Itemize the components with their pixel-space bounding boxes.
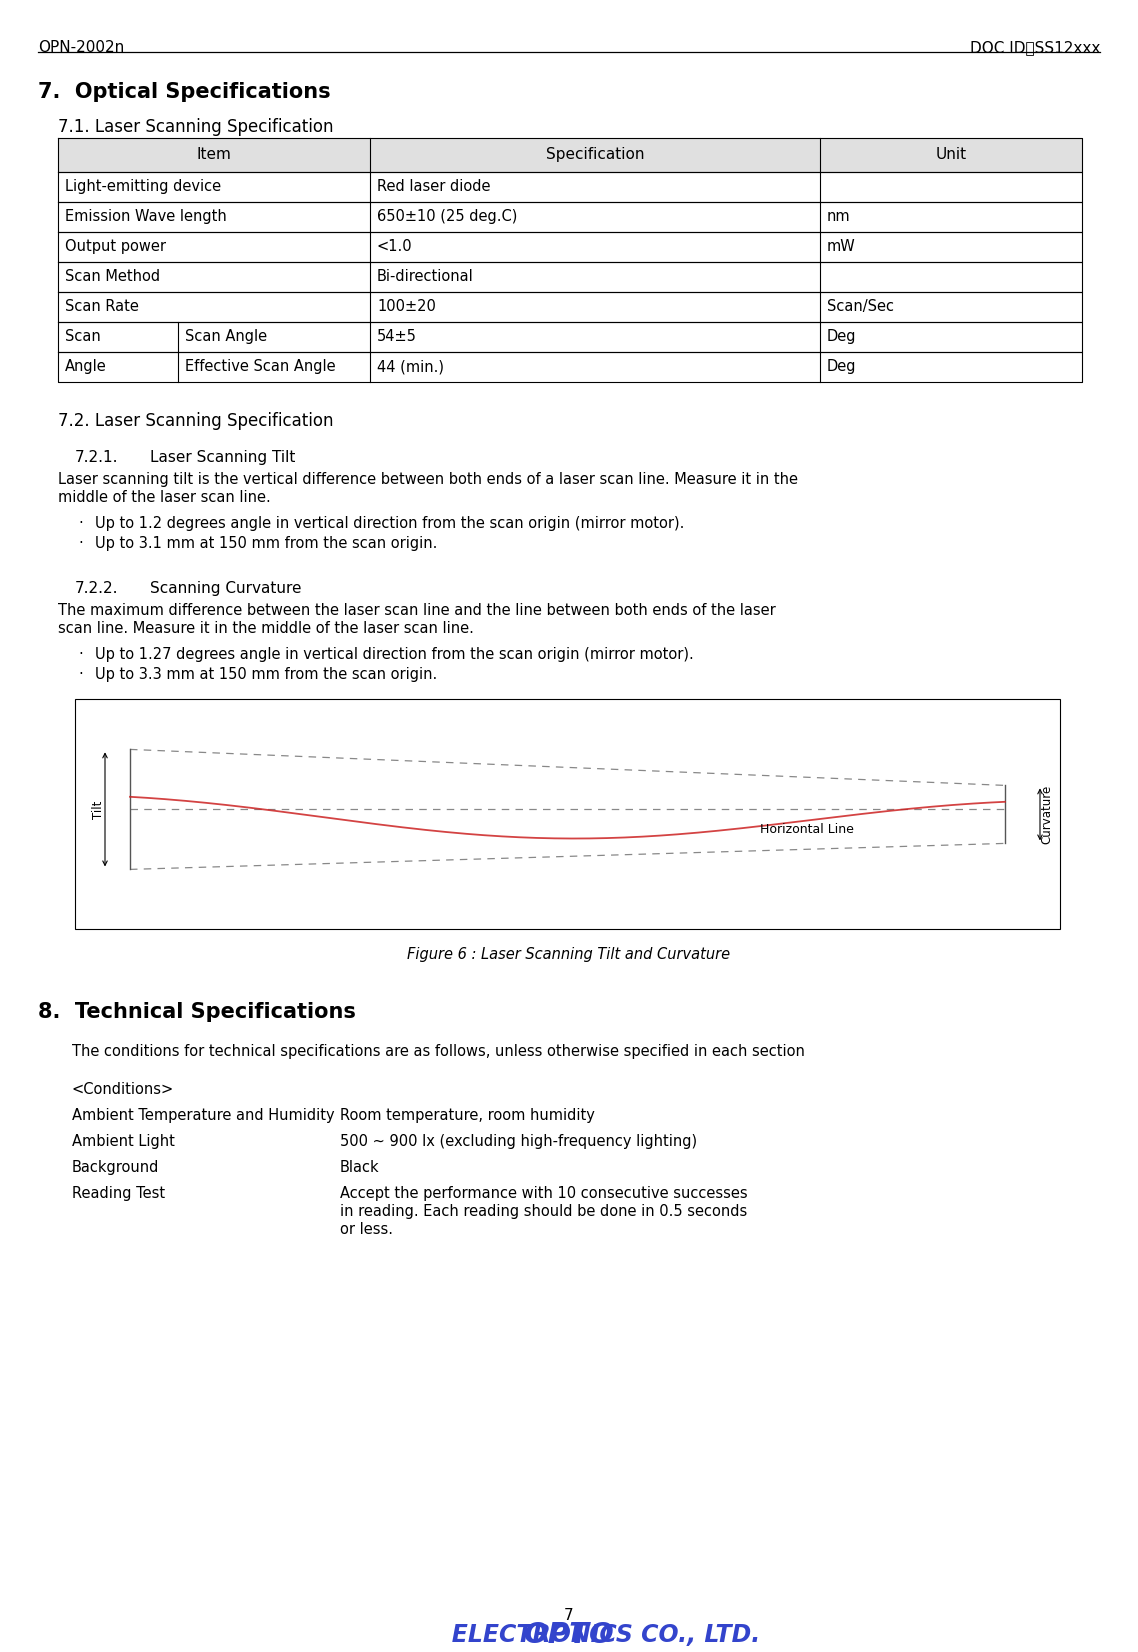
Text: Room temperature, room humidity: Room temperature, room humidity	[340, 1108, 595, 1123]
Text: Light-emitting device: Light-emitting device	[65, 178, 221, 193]
Text: Laser Scanning Tilt: Laser Scanning Tilt	[150, 449, 296, 464]
Text: Effective Scan Angle: Effective Scan Angle	[185, 358, 336, 373]
Text: OPTO: OPTO	[523, 1621, 615, 1649]
Text: or less.: or less.	[340, 1222, 393, 1237]
Text: Laser scanning tilt is the vertical difference between both ends of a laser scan: Laser scanning tilt is the vertical diff…	[58, 472, 798, 487]
Text: Bi-directional: Bi-directional	[377, 269, 473, 284]
Text: in reading. Each reading should be done in 0.5 seconds: in reading. Each reading should be done …	[340, 1204, 748, 1219]
Text: Output power: Output power	[65, 240, 166, 254]
Text: 54±5: 54±5	[377, 329, 417, 344]
Text: Figure 6 : Laser Scanning Tilt and Curvature: Figure 6 : Laser Scanning Tilt and Curva…	[407, 947, 731, 961]
Text: 7.1. Laser Scanning Specification: 7.1. Laser Scanning Specification	[58, 117, 333, 135]
Text: Emission Wave length: Emission Wave length	[65, 210, 226, 225]
Text: Unit: Unit	[935, 147, 966, 162]
Text: The maximum difference between the laser scan line and the line between both end: The maximum difference between the laser…	[58, 603, 776, 618]
Text: Black: Black	[340, 1160, 380, 1175]
Text: Scan: Scan	[65, 329, 101, 344]
Text: The conditions for technical specifications are as follows, unless otherwise spe: The conditions for technical specificati…	[72, 1044, 805, 1059]
Text: Scanning Curvature: Scanning Curvature	[150, 582, 302, 596]
Text: ·: ·	[79, 535, 83, 552]
Text: Ambient Temperature and Humidity: Ambient Temperature and Humidity	[72, 1108, 335, 1123]
Text: scan line. Measure it in the middle of the laser scan line.: scan line. Measure it in the middle of t…	[58, 621, 473, 636]
Text: Tilt: Tilt	[92, 800, 106, 819]
Text: 7.2.1.: 7.2.1.	[75, 449, 118, 464]
Text: <Conditions>: <Conditions>	[72, 1082, 174, 1097]
Text: Scan/Sec: Scan/Sec	[827, 299, 894, 314]
Bar	[75, 699, 1059, 928]
Text: Curvature: Curvature	[1040, 785, 1054, 844]
Text: Ambient Light: Ambient Light	[72, 1133, 175, 1150]
Bar	[58, 139, 1082, 172]
Text: 7: 7	[564, 1607, 574, 1622]
Text: OPN-2002n: OPN-2002n	[38, 40, 124, 55]
Text: Up to 1.27 degrees angle in vertical direction from the scan origin (mirror moto: Up to 1.27 degrees angle in vertical dir…	[94, 648, 694, 662]
Text: 500 ~ 900 lx (excluding high-frequency lighting): 500 ~ 900 lx (excluding high-frequency l…	[340, 1133, 698, 1150]
Text: DOC ID：SS12xxx: DOC ID：SS12xxx	[970, 40, 1100, 55]
Text: Angle: Angle	[65, 358, 107, 373]
Text: ·: ·	[79, 667, 83, 682]
Text: Deg: Deg	[827, 329, 857, 344]
Text: 7.2. Laser Scanning Specification: 7.2. Laser Scanning Specification	[58, 411, 333, 430]
Text: Scan Angle: Scan Angle	[185, 329, 267, 344]
Text: Scan Rate: Scan Rate	[65, 299, 139, 314]
Text: Reading Test: Reading Test	[72, 1186, 165, 1201]
Text: ·: ·	[79, 515, 83, 530]
Text: 44 (min.): 44 (min.)	[377, 358, 444, 373]
Text: 7.2.2.: 7.2.2.	[75, 582, 118, 596]
Text: 100±20: 100±20	[377, 299, 436, 314]
Text: 8.  Technical Specifications: 8. Technical Specifications	[38, 1003, 356, 1023]
Text: Horizontal Line: Horizontal Line	[760, 823, 854, 836]
Text: 650±10 (25 deg.C): 650±10 (25 deg.C)	[377, 210, 518, 225]
Text: Scan Method: Scan Method	[65, 269, 160, 284]
Text: Item: Item	[197, 147, 231, 162]
Text: Up to 3.3 mm at 150 mm from the scan origin.: Up to 3.3 mm at 150 mm from the scan ori…	[94, 667, 437, 682]
Text: mW: mW	[827, 240, 856, 254]
Text: nm: nm	[827, 210, 850, 225]
Text: Deg: Deg	[827, 358, 857, 373]
Text: Specification: Specification	[546, 147, 644, 162]
Text: Accept the performance with 10 consecutive successes: Accept the performance with 10 consecuti…	[340, 1186, 748, 1201]
Text: Up to 1.2 degrees angle in vertical direction from the scan origin (mirror motor: Up to 1.2 degrees angle in vertical dire…	[94, 515, 684, 530]
Text: 7.  Optical Specifications: 7. Optical Specifications	[38, 83, 331, 102]
Text: Up to 3.1 mm at 150 mm from the scan origin.: Up to 3.1 mm at 150 mm from the scan ori…	[94, 535, 437, 552]
Text: Red laser diode: Red laser diode	[377, 178, 490, 193]
Text: ELECTRONICS CO., LTD.: ELECTRONICS CO., LTD.	[394, 1622, 760, 1647]
Text: Background: Background	[72, 1160, 159, 1175]
Text: <1.0: <1.0	[377, 240, 413, 254]
Text: middle of the laser scan line.: middle of the laser scan line.	[58, 491, 271, 506]
Text: ·: ·	[79, 648, 83, 662]
